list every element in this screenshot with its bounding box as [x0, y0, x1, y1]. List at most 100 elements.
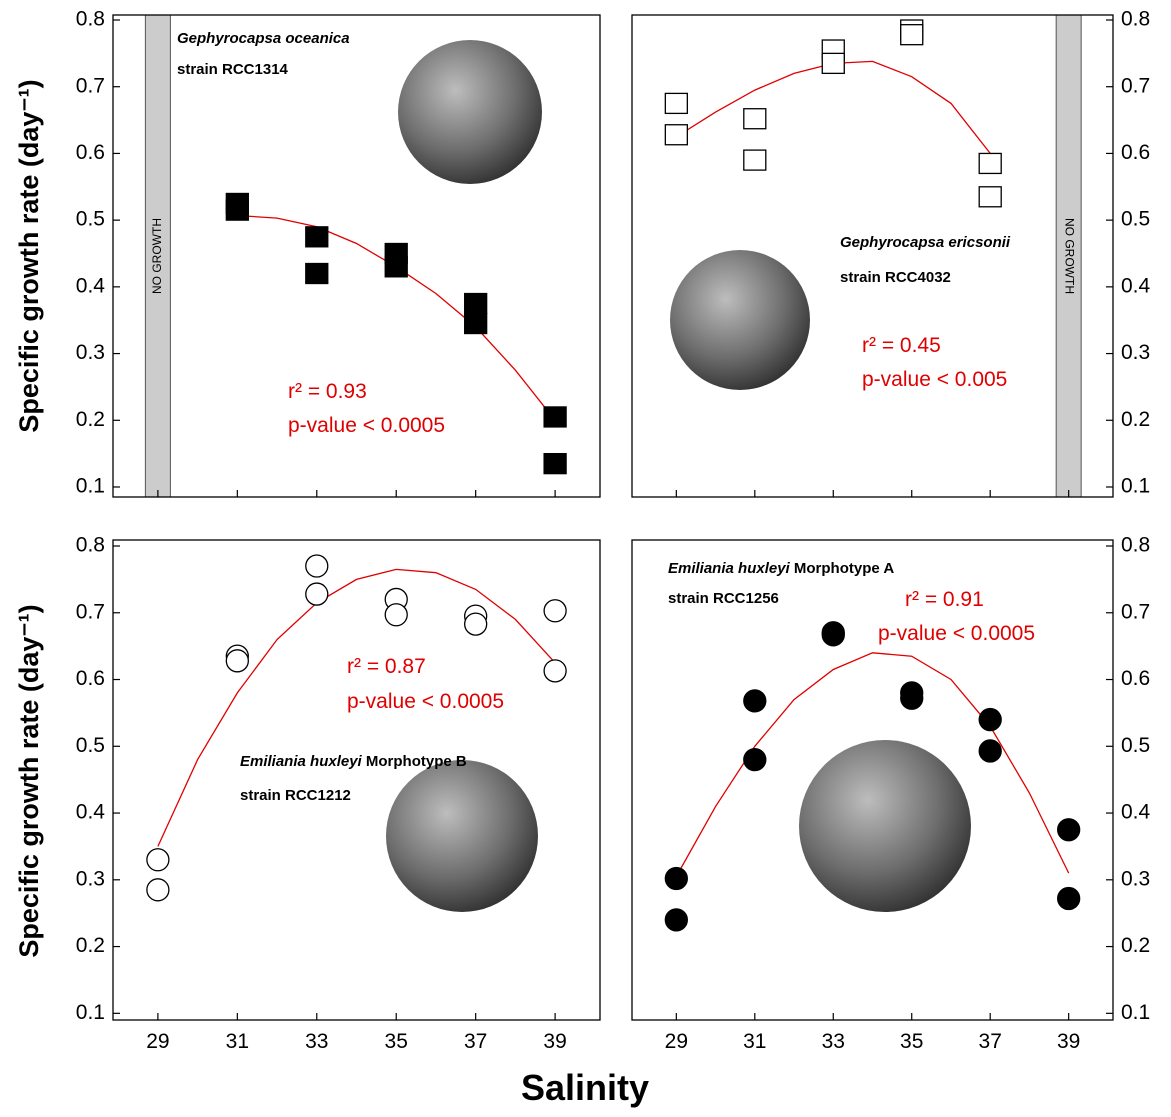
- species-label: Gephyrocapsa ericsonii: [840, 234, 1011, 251]
- x-tick-label: 31: [226, 1030, 249, 1053]
- p-value-annotation: p-value < 0.0005: [288, 414, 445, 437]
- data-point: [1057, 886, 1081, 911]
- panel: 0.1 0.2 0.3 0.4 0.5 0.6 0.7 0.8 29 31 33 35 37 39 Emil…: [76, 534, 601, 1053]
- y-axis-label: Specific growth rate (day⁻¹): [14, 79, 44, 432]
- data-point: [821, 623, 845, 647]
- fit-curve: [675, 652, 1070, 877]
- y-tick-label: 0.5: [1121, 208, 1150, 231]
- data-point: [305, 262, 329, 285]
- data-point: [543, 599, 567, 623]
- y-tick-label: 0.7: [1121, 600, 1150, 623]
- y-tick-label: 0.1: [76, 1001, 105, 1024]
- strain-label: strain RCC1256: [668, 590, 779, 607]
- x-tick-label: 33: [822, 1030, 845, 1053]
- y-tick-label: 0.5: [76, 734, 105, 757]
- strain-label: strain RCC1314: [177, 61, 289, 78]
- y-tick-label: 0.4: [1121, 801, 1151, 824]
- r2-annotation: r² = 0.91: [905, 588, 984, 611]
- data-point: [743, 747, 767, 772]
- r2-annotation: r² = 0.87: [347, 655, 426, 678]
- x-axis-label: Salinity: [521, 1067, 649, 1108]
- data-point: [664, 92, 688, 115]
- data-point: [305, 554, 329, 578]
- data-point: [743, 108, 767, 130]
- data-point: [543, 659, 567, 683]
- y-tick-label: 0.4: [76, 801, 106, 824]
- no-growth-label: NO GROWTH: [1062, 218, 1076, 294]
- panel: NO GROWTH 0.1 0.2 0.3 0.4 0.5 0.6 0.7 0.8 Gephyro…: [76, 8, 601, 498]
- data-point: [978, 152, 1002, 175]
- species-label: Emiliania huxleyi Morphotype A: [668, 560, 894, 577]
- r2-annotation: r² = 0.45: [862, 334, 941, 357]
- plot-frame: [631, 14, 1114, 498]
- data-point: [146, 848, 170, 872]
- y-tick-label: 0.8: [76, 534, 105, 557]
- x-tick-label: 39: [1057, 1030, 1080, 1053]
- x-tick-label: 29: [146, 1030, 169, 1053]
- data-point: [821, 52, 845, 75]
- species-name: Emiliania huxleyi: [668, 560, 791, 577]
- y-tick-label: 0.5: [76, 208, 105, 231]
- species-name: Gephyrocapsa ericsonii: [840, 234, 1011, 251]
- y-tick-label: 0.6: [76, 667, 105, 690]
- species-label: Emiliania huxleyi Morphotype B: [240, 753, 467, 770]
- x-tick-label: 35: [385, 1030, 408, 1053]
- sem-image: [799, 740, 971, 912]
- data-point: [978, 707, 1002, 732]
- data-point: [664, 866, 688, 891]
- y-tick-label: 0.3: [1121, 341, 1150, 364]
- y-tick-label: 0.6: [1121, 667, 1150, 690]
- fit-curve: [157, 568, 556, 847]
- data-point: [978, 739, 1002, 763]
- data-point: [384, 256, 408, 278]
- data-point: [384, 603, 408, 627]
- y-tick-label: 0.2: [1121, 408, 1150, 431]
- no-growth-band: [1055, 14, 1082, 498]
- sem-image: [670, 250, 810, 390]
- fit-curve: [675, 60, 991, 154]
- sem-images: [386, 40, 971, 912]
- x-tick-label: 33: [305, 1030, 328, 1053]
- y-tick-label: 0.7: [76, 600, 105, 623]
- y-tick-label: 0.4: [1121, 274, 1151, 297]
- x-tick-label: 31: [743, 1030, 766, 1053]
- y-tick-label: 0.7: [1121, 74, 1150, 97]
- y-tick-label: 0.6: [1121, 141, 1150, 164]
- y-tick-label: 0.2: [76, 934, 105, 957]
- sem-image: [386, 760, 538, 912]
- y-tick-label: 0.8: [76, 8, 105, 31]
- data-point: [743, 689, 767, 713]
- data-point: [1057, 818, 1081, 842]
- species-label: Gephyrocapsa oceanica: [177, 30, 350, 47]
- data-point: [225, 199, 249, 221]
- strain-label: strain RCC1212: [240, 787, 351, 804]
- data-point: [464, 312, 488, 335]
- r2-annotation: r² = 0.93: [288, 380, 367, 403]
- plot-frame: [631, 539, 1114, 1021]
- y-tick-label: 0.1: [1121, 475, 1150, 498]
- strain-label: strain RCC4032: [840, 269, 951, 286]
- no-growth-band: [144, 14, 171, 498]
- x-tick-label: 39: [543, 1030, 566, 1053]
- species-name: Emiliania huxleyi: [240, 753, 363, 770]
- x-tick-label: 37: [979, 1030, 1002, 1053]
- y-tick-label: 0.6: [76, 141, 105, 164]
- y-tick-label: 0.2: [1121, 934, 1150, 957]
- y-tick-label: 0.3: [76, 341, 105, 364]
- data-point: [978, 186, 1002, 208]
- no-growth-label: NO GROWTH: [150, 218, 164, 294]
- plot-frame: [112, 539, 601, 1021]
- species-name: Gephyrocapsa oceanica: [177, 30, 350, 47]
- y-tick-label: 0.1: [76, 475, 105, 498]
- sem-image: [398, 40, 542, 184]
- x-tick-label: 29: [665, 1030, 688, 1053]
- data-point: [225, 649, 249, 673]
- data-point: [305, 226, 329, 248]
- plot-frame: [112, 14, 601, 498]
- p-value-annotation: p-value < 0.005: [862, 368, 1007, 391]
- morphotype: Morphotype B: [366, 753, 467, 770]
- y-tick-label: 0.7: [76, 74, 105, 97]
- y-axis-label: Specific growth rate (day⁻¹): [14, 604, 44, 957]
- morphotype: Morphotype A: [794, 560, 894, 577]
